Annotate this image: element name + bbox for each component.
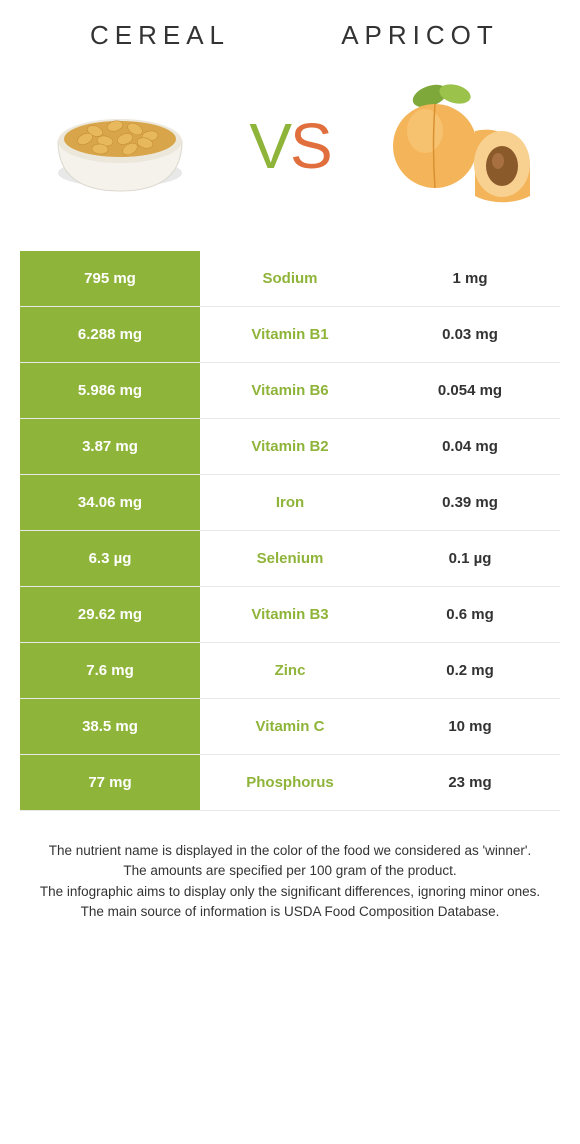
footer-line-1: The nutrient name is displayed in the co… bbox=[30, 841, 550, 861]
nutrient-label-cell: Vitamin B6 bbox=[200, 363, 380, 418]
table-row: 38.5 mgVitamin C10 mg bbox=[20, 699, 560, 755]
table-row: 29.62 mgVitamin B30.6 mg bbox=[20, 587, 560, 643]
table-row: 5.986 mgVitamin B60.054 mg bbox=[20, 363, 560, 419]
right-value-cell: 0.1 µg bbox=[380, 531, 560, 586]
vs-s-letter: S bbox=[290, 110, 331, 182]
footer-line-3: The infographic aims to display only the… bbox=[30, 882, 550, 902]
vs-row: VS bbox=[0, 61, 580, 251]
nutrient-label-cell: Zinc bbox=[200, 643, 380, 698]
right-value-cell: 10 mg bbox=[380, 699, 560, 754]
left-food-title: Cereal bbox=[30, 20, 290, 51]
left-value-cell: 6.288 mg bbox=[20, 307, 200, 362]
left-value-cell: 795 mg bbox=[20, 251, 200, 306]
nutrient-label-cell: Sodium bbox=[200, 251, 380, 306]
nutrient-label-cell: Vitamin B1 bbox=[200, 307, 380, 362]
left-value-cell: 3.87 mg bbox=[20, 419, 200, 474]
cereal-image bbox=[40, 76, 200, 216]
footer-line-4: The main source of information is USDA F… bbox=[30, 902, 550, 922]
left-value-cell: 77 mg bbox=[20, 755, 200, 810]
nutrient-label-cell: Selenium bbox=[200, 531, 380, 586]
left-value-cell: 38.5 mg bbox=[20, 699, 200, 754]
header-row: Cereal Apricot bbox=[0, 20, 580, 61]
nutrient-label-cell: Phosphorus bbox=[200, 755, 380, 810]
comparison-table: 795 mgSodium1 mg6.288 mgVitamin B10.03 m… bbox=[20, 251, 560, 811]
nutrient-label-cell: Iron bbox=[200, 475, 380, 530]
nutrient-label-cell: Vitamin B2 bbox=[200, 419, 380, 474]
infographic-container: Cereal Apricot bbox=[0, 0, 580, 922]
left-value-cell: 7.6 mg bbox=[20, 643, 200, 698]
nutrient-label-cell: Vitamin C bbox=[200, 699, 380, 754]
right-food-title: Apricot bbox=[290, 20, 550, 51]
table-row: 6.288 mgVitamin B10.03 mg bbox=[20, 307, 560, 363]
table-row: 77 mgPhosphorus23 mg bbox=[20, 755, 560, 811]
vs-v-letter: V bbox=[249, 110, 290, 182]
table-row: 34.06 mgIron0.39 mg bbox=[20, 475, 560, 531]
left-value-cell: 29.62 mg bbox=[20, 587, 200, 642]
footer-line-2: The amounts are specified per 100 gram o… bbox=[30, 861, 550, 881]
right-value-cell: 0.04 mg bbox=[380, 419, 560, 474]
footer-notes: The nutrient name is displayed in the co… bbox=[0, 811, 580, 922]
right-value-cell: 23 mg bbox=[380, 755, 560, 810]
apricot-icon bbox=[380, 76, 540, 216]
table-row: 7.6 mgZinc0.2 mg bbox=[20, 643, 560, 699]
cereal-icon bbox=[40, 81, 200, 211]
nutrient-label-cell: Vitamin B3 bbox=[200, 587, 380, 642]
right-value-cell: 0.2 mg bbox=[380, 643, 560, 698]
apricot-image bbox=[380, 76, 540, 216]
right-value-cell: 0.39 mg bbox=[380, 475, 560, 530]
table-row: 3.87 mgVitamin B20.04 mg bbox=[20, 419, 560, 475]
right-value-cell: 0.054 mg bbox=[380, 363, 560, 418]
right-value-cell: 1 mg bbox=[380, 251, 560, 306]
table-row: 795 mgSodium1 mg bbox=[20, 251, 560, 307]
table-row: 6.3 µgSelenium0.1 µg bbox=[20, 531, 560, 587]
vs-label: VS bbox=[249, 109, 330, 183]
left-value-cell: 5.986 mg bbox=[20, 363, 200, 418]
right-value-cell: 0.6 mg bbox=[380, 587, 560, 642]
left-value-cell: 6.3 µg bbox=[20, 531, 200, 586]
right-value-cell: 0.03 mg bbox=[380, 307, 560, 362]
left-value-cell: 34.06 mg bbox=[20, 475, 200, 530]
